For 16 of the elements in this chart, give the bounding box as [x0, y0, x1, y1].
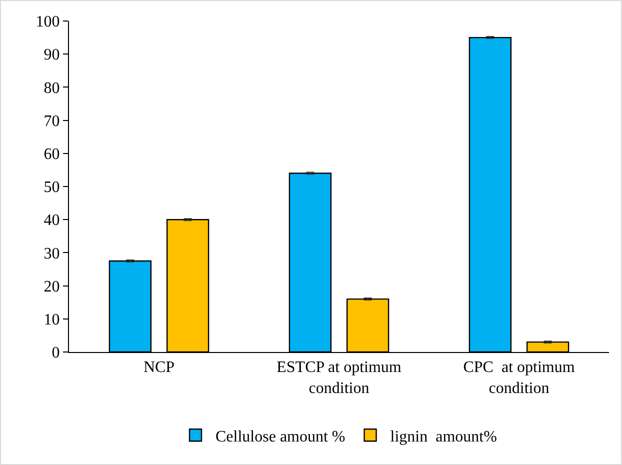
x-tick-label: NCP: [143, 359, 175, 376]
y-tick-label: 90: [44, 46, 60, 64]
y-tick-label: 80: [44, 80, 60, 97]
y-tick-label: 60: [44, 146, 60, 163]
y-tick-label: 20: [44, 278, 60, 296]
y-tick-label: 0: [52, 344, 60, 362]
x-tick-label: ESTCP at optimum condition: [276, 359, 402, 397]
y-tick-label: 40: [44, 212, 60, 230]
y-tick-label: 10: [44, 312, 60, 328]
y-tick-label: 70: [44, 112, 60, 130]
legend-label: Cellulose amount %: [216, 428, 346, 446]
y-tick-label: 100: [36, 14, 60, 31]
legend-label: lignin amount%: [390, 428, 497, 446]
y-tick-label: 50: [44, 179, 60, 196]
y-tick-label: 30: [44, 245, 60, 262]
x-tick-label: CPC at optimum condition: [463, 359, 576, 397]
